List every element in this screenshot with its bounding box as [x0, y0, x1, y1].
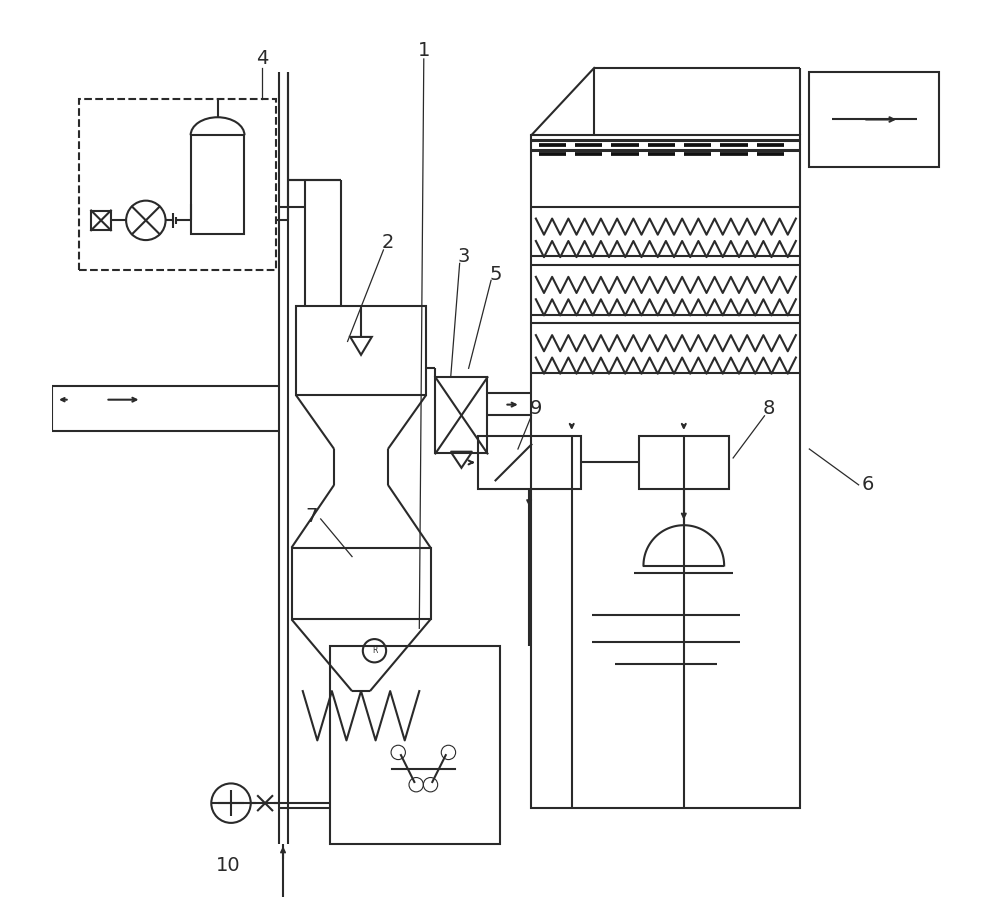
- Text: 10: 10: [216, 857, 241, 876]
- Text: 9: 9: [530, 399, 542, 418]
- Bar: [639, 436, 729, 489]
- Bar: [478, 436, 581, 489]
- Text: R: R: [372, 647, 377, 656]
- Text: 8: 8: [763, 399, 775, 418]
- Bar: [292, 548, 431, 620]
- Bar: [296, 305, 426, 395]
- Bar: [91, 210, 111, 230]
- Text: 1: 1: [418, 40, 430, 59]
- Text: 4: 4: [256, 49, 269, 68]
- Text: 7: 7: [306, 506, 318, 525]
- Bar: [191, 136, 244, 233]
- Text: 6: 6: [861, 475, 874, 495]
- Text: 5: 5: [489, 265, 502, 284]
- Text: 3: 3: [458, 247, 470, 266]
- Bar: [531, 136, 800, 807]
- Bar: [435, 377, 487, 453]
- Bar: [330, 647, 500, 843]
- Bar: [79, 100, 276, 269]
- Text: 2: 2: [382, 233, 394, 252]
- Bar: [809, 73, 939, 166]
